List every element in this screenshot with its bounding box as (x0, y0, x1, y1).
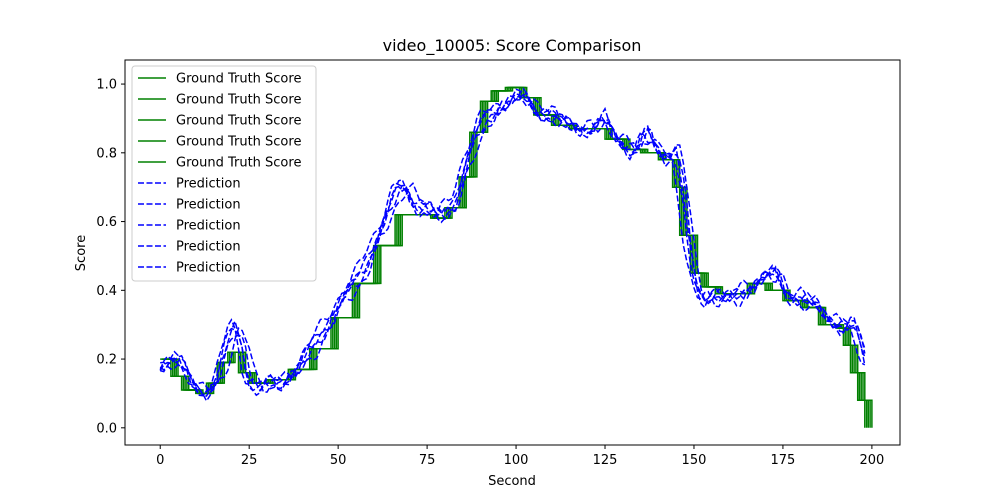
chart-title: video_10005: Score Comparison (383, 36, 642, 56)
x-tick-label: 200 (859, 453, 884, 468)
ground-truth-line (160, 86, 866, 428)
y-tick-label: 0.8 (96, 146, 117, 161)
x-tick-label: 50 (330, 453, 347, 468)
x-tick-label: 100 (504, 453, 529, 468)
x-tick-label: 175 (771, 453, 796, 468)
prediction-line (159, 91, 866, 397)
y-tick-label: 0.0 (96, 421, 117, 436)
y-axis-label: Score (74, 235, 89, 271)
legend-entry-label: Ground Truth Score (176, 156, 301, 171)
legend-entry-label: Ground Truth Score (176, 72, 301, 87)
y-tick-label: 0.2 (96, 353, 117, 368)
legend-entry-label: Prediction (176, 177, 241, 192)
x-tick-label: 150 (682, 453, 707, 468)
legend-entry-label: Ground Truth Score (176, 135, 301, 150)
legend: Ground Truth Score Ground Truth Score Grou… (131, 65, 317, 282)
legend-entry-label: Ground Truth Score (176, 93, 301, 108)
legend-entry-label: Prediction (176, 240, 241, 255)
y-axis: 0.0 0.2 0.4 0.6 0.8 1.0 (96, 78, 125, 436)
prediction-line (159, 95, 866, 394)
x-tick-label: 25 (241, 453, 258, 468)
legend-entry-label: Prediction (176, 219, 241, 234)
legend-entry-label: Prediction (176, 261, 241, 276)
plot-frame (124, 59, 901, 446)
x-axis-label: Second (488, 474, 536, 489)
y-tick-label: 0.4 (96, 284, 117, 299)
x-tick-label: 0 (156, 453, 164, 468)
y-tick-label: 0.6 (96, 215, 117, 230)
x-tick-label: 75 (419, 453, 436, 468)
x-tick-label: 125 (593, 453, 618, 468)
legend-box (131, 65, 317, 282)
x-axis: 0 25 50 75 100 125 150 175 200 (156, 445, 884, 468)
legend-entry-label: Ground Truth Score (176, 114, 301, 129)
y-tick-label: 1.0 (96, 78, 117, 93)
series-layer (159, 86, 873, 428)
legend-entry-label: Prediction (176, 198, 241, 213)
